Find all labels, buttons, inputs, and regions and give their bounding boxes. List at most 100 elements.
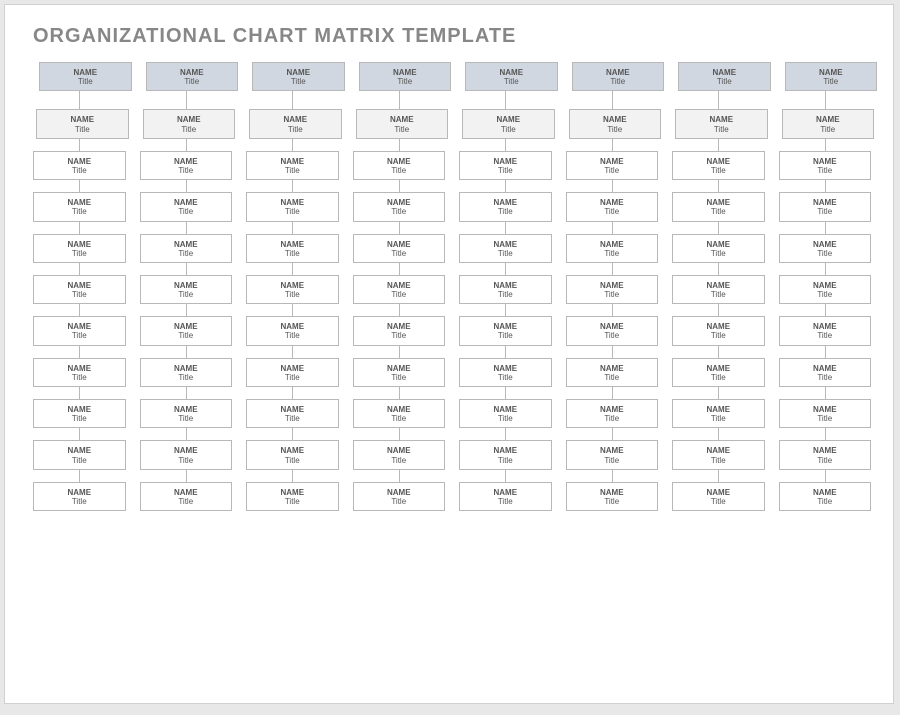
org-cell-title: Title <box>249 207 336 216</box>
org-cell: NAMETitle <box>675 109 768 138</box>
org-cell: NAMETitle <box>672 234 765 263</box>
org-cell: NAMETitle <box>33 399 126 428</box>
org-cell-name: NAME <box>143 198 230 207</box>
org-cell: NAMETitle <box>33 316 126 345</box>
org-cell-name: NAME <box>462 446 549 455</box>
org-cell-title: Title <box>569 290 656 299</box>
org-cell-title: Title <box>785 125 872 134</box>
org-cell-name: NAME <box>356 322 443 331</box>
org-cell-name: NAME <box>356 240 443 249</box>
org-cell-name: NAME <box>462 488 549 497</box>
org-connector <box>612 346 613 358</box>
org-cell: NAMETitle <box>459 192 552 221</box>
org-cell-name: NAME <box>249 488 336 497</box>
org-connector <box>718 387 719 399</box>
org-cell-title: Title <box>356 373 443 382</box>
org-cell-name: NAME <box>36 281 123 290</box>
org-cell-title: Title <box>462 166 549 175</box>
org-connector <box>186 428 187 440</box>
org-cell: NAMETitle <box>140 482 233 511</box>
org-cell: NAMETitle <box>140 234 233 263</box>
org-cell-name: NAME <box>462 157 549 166</box>
org-cell-name: NAME <box>146 115 233 124</box>
org-cell-name: NAME <box>249 446 336 455</box>
org-cell: NAMETitle <box>785 62 878 91</box>
org-cell: NAMETitle <box>353 399 446 428</box>
org-connector <box>399 263 400 275</box>
org-cell: NAMETitle <box>566 192 659 221</box>
org-connector <box>718 470 719 482</box>
org-cell-title: Title <box>143 456 230 465</box>
org-cell-name: NAME <box>468 68 555 77</box>
org-connector <box>79 139 80 151</box>
org-cell-title: Title <box>462 290 549 299</box>
org-connector <box>505 139 506 151</box>
org-cell-name: NAME <box>356 364 443 373</box>
org-cell: NAMETitle <box>672 316 765 345</box>
org-cell-name: NAME <box>249 157 336 166</box>
org-cell-title: Title <box>143 331 230 340</box>
org-cell-name: NAME <box>782 198 869 207</box>
org-cell-title: Title <box>36 166 123 175</box>
org-connector <box>292 139 293 151</box>
org-cell: NAMETitle <box>465 62 558 91</box>
org-cell-name: NAME <box>675 198 762 207</box>
org-cell: NAMETitle <box>779 358 872 387</box>
org-cell-name: NAME <box>569 405 656 414</box>
org-cell-name: NAME <box>462 405 549 414</box>
org-connector <box>186 346 187 358</box>
org-cell-title: Title <box>675 456 762 465</box>
org-cell: NAMETitle <box>33 192 126 221</box>
org-cell-title: Title <box>252 125 339 134</box>
org-cell: NAMETitle <box>33 151 126 180</box>
org-cell-name: NAME <box>249 364 336 373</box>
org-cell: NAMETitle <box>459 275 552 304</box>
org-cell: NAMETitle <box>246 399 339 428</box>
org-cell: NAMETitle <box>566 316 659 345</box>
org-cell: NAMETitle <box>566 358 659 387</box>
org-cell-name: NAME <box>782 364 869 373</box>
org-cell: NAMETitle <box>459 151 552 180</box>
org-connector <box>505 346 506 358</box>
org-connector <box>186 263 187 275</box>
org-connector <box>79 470 80 482</box>
org-cell-title: Title <box>569 166 656 175</box>
org-cell-title: Title <box>462 331 549 340</box>
org-cell: NAMETitle <box>779 316 872 345</box>
org-cell: NAMETitle <box>140 440 233 469</box>
org-connector <box>825 387 826 399</box>
org-cell-name: NAME <box>675 157 762 166</box>
org-cell-title: Title <box>575 77 662 86</box>
org-cell: NAMETitle <box>672 358 765 387</box>
org-cell-title: Title <box>462 373 549 382</box>
org-cell-title: Title <box>681 77 768 86</box>
org-cell-name: NAME <box>782 446 869 455</box>
org-cell-name: NAME <box>149 68 236 77</box>
org-cell: NAMETitle <box>566 399 659 428</box>
org-cell-name: NAME <box>572 115 659 124</box>
org-cell: NAMETitle <box>569 109 662 138</box>
org-cell: NAMETitle <box>782 109 875 138</box>
org-connector <box>612 387 613 399</box>
org-cell: NAMETitle <box>33 440 126 469</box>
org-cell: NAMETitle <box>779 275 872 304</box>
org-cell-name: NAME <box>569 281 656 290</box>
org-cell-name: NAME <box>143 405 230 414</box>
org-cell-title: Title <box>782 456 869 465</box>
org-cell-name: NAME <box>675 322 762 331</box>
org-cell-title: Title <box>569 249 656 258</box>
org-connector <box>825 180 826 192</box>
org-cell-title: Title <box>782 331 869 340</box>
org-cell-name: NAME <box>143 364 230 373</box>
org-cell: NAMETitle <box>246 482 339 511</box>
org-cell: NAMETitle <box>353 316 446 345</box>
org-cell-title: Title <box>362 77 449 86</box>
org-cell-title: Title <box>675 166 762 175</box>
org-cell: NAMETitle <box>353 192 446 221</box>
org-chart-matrix: NAMETitleNAMETitleNAMETitleNAMETitleNAME… <box>33 62 871 511</box>
org-cell-title: Title <box>143 207 230 216</box>
org-cell-name: NAME <box>252 115 339 124</box>
org-cell-name: NAME <box>569 240 656 249</box>
org-cell-name: NAME <box>249 281 336 290</box>
org-cell: NAMETitle <box>572 62 665 91</box>
